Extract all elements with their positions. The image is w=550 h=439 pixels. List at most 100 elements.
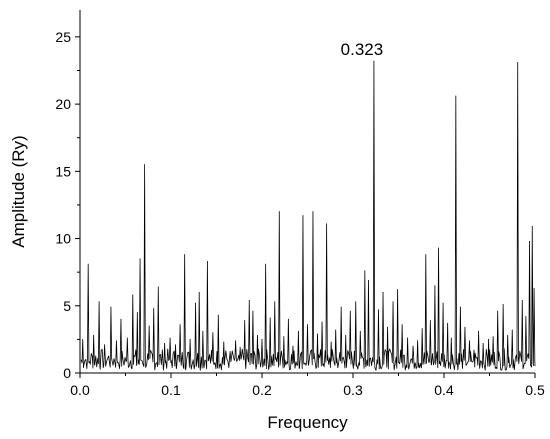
spectrum-peak-point: [340, 306, 342, 308]
spectrum-peak-point: [269, 317, 271, 319]
spectrum-peak-point: [239, 347, 241, 348]
spectrum-peak-point: [261, 338, 263, 340]
x-tick-label: 0.5: [525, 382, 545, 398]
spectrum-peak-point: [87, 263, 89, 265]
spectrum-peak-point: [175, 344, 176, 346]
spectrum-peak-point: [429, 320, 431, 321]
spectrum-peak-point: [345, 334, 347, 336]
spectrum-peak-point: [198, 291, 200, 293]
spectrum-peak-point: [321, 321, 323, 323]
spectrum-peak-point: [525, 316, 527, 317]
x-tick-label: 0.3: [343, 382, 363, 398]
spectrum-peak-point: [497, 310, 499, 312]
x-tick-label: 0.1: [161, 382, 181, 398]
spectrum-peak-point: [212, 332, 214, 334]
spectrum-peak-point: [93, 334, 95, 336]
spectrum-peak-point: [387, 326, 388, 328]
spectrum-peak-point: [189, 338, 191, 340]
x-tick-label: 0.0: [70, 382, 90, 398]
spectrum-peak-point: [157, 286, 159, 288]
spectrum-peak-point: [450, 337, 452, 339]
spectrum-peak-point: [417, 340, 419, 342]
spectrum-peak-point: [148, 325, 150, 327]
spectrum-peak-point: [139, 258, 141, 260]
spectrum-peak-point: [401, 324, 403, 325]
spectrum-peak-point: [533, 287, 535, 289]
y-tick-label: 25: [55, 29, 71, 45]
spectrum-peak-point: [207, 261, 208, 262]
y-tick-label: 15: [55, 163, 71, 179]
spectrum-peak-point: [326, 223, 328, 225]
spectrum-peak-point: [278, 211, 280, 213]
spectrum-peak-point: [442, 302, 444, 304]
spectrum-peak-point: [438, 247, 439, 249]
spectrum-peak-point: [378, 309, 379, 311]
spectrum-peak-point: [502, 304, 504, 305]
spectrum-peak-point: [274, 301, 276, 303]
spectrum-peak-point: [364, 270, 366, 272]
y-tick-label: 10: [55, 231, 71, 247]
spectrum-peak-point: [82, 338, 84, 340]
spectrum-peak-point: [229, 351, 231, 352]
spectrum-peak-point: [202, 330, 204, 332]
spectrum-peak-point: [195, 302, 196, 304]
spectrum-peak-point: [529, 240, 530, 242]
spectrum-peak-point: [407, 337, 408, 339]
spectrum-peak-point: [248, 300, 250, 301]
peak-annotation: 0.323: [341, 40, 384, 59]
spectrum-peak-point: [421, 328, 423, 330]
spectrum-peak-point: [492, 336, 494, 338]
spectrum-peak-point: [459, 306, 461, 308]
spectrum-peak-point: [104, 344, 105, 346]
spectrum-peak-point: [330, 341, 332, 343]
spectrum-peak-point: [298, 330, 299, 332]
y-tick-label: 20: [55, 96, 71, 112]
y-tick-label: 0: [63, 365, 71, 381]
tick-labels: 0.0 0.1 0.2 0.3 0.4 0.5 0 5 10 15 20 25: [55, 29, 545, 398]
y-axis-title: Amplitude (Ry): [9, 135, 28, 247]
spectrum-peak-point: [511, 329, 513, 331]
x-tick-label: 0.2: [252, 382, 272, 398]
spectrum-peak-point: [382, 291, 384, 293]
spectrum-peak-point: [244, 320, 246, 321]
spectrum-peak-point: [397, 289, 398, 291]
spectrum-peak-point: [292, 345, 294, 347]
spectrum-peak-point: [359, 330, 361, 332]
spectrum-peak-point: [412, 345, 414, 347]
spectrum-peak-point: [521, 300, 523, 301]
spectrum-peak-point: [110, 306, 112, 308]
spectrum-peak-point: [469, 340, 470, 342]
spectrum-peak-point: [531, 226, 533, 227]
spectrum-peak-point: [373, 60, 375, 62]
spectrum-peak-point: [252, 310, 254, 312]
spectrum-peak-point: [116, 340, 117, 342]
spectrum-peak-point: [179, 324, 181, 325]
spectrum-peak-point: [126, 337, 128, 339]
spectrum-peak-point: [392, 301, 394, 303]
spectrum-peak-point: [265, 263, 267, 265]
spectrum-peak-point: [312, 211, 314, 213]
spectrum-peak-point: [287, 318, 289, 320]
y-tick-label: 5: [63, 298, 71, 314]
spectrum-peak-point: [132, 294, 134, 296]
spectrum-peak-point: [488, 338, 489, 340]
spectrum-series: [80, 60, 536, 371]
spectrum-peak-point: [464, 326, 466, 328]
spectrum-peak-point: [153, 308, 155, 309]
spectrum-peak-point: [184, 254, 186, 256]
spectrum-peak-point: [482, 343, 484, 344]
spectrum-peak-point: [217, 314, 219, 316]
spectrum-peak-point: [317, 333, 318, 335]
spectrum-peak-point: [368, 279, 369, 281]
spectrum-peak-point: [455, 95, 457, 97]
spectrum-peak-point: [283, 336, 285, 338]
x-axis-title: Frequency: [267, 413, 348, 432]
spectrum-peak-point: [349, 310, 351, 312]
spectrum-peak-point: [235, 340, 237, 342]
spectrum-peak-point: [169, 337, 171, 339]
spectrum-peak-point: [447, 322, 449, 324]
spectrum-peak-point: [307, 324, 308, 325]
spectrum-peak-point: [473, 349, 475, 351]
spectrum-peak-point: [120, 318, 122, 320]
spectrum-peak-point: [355, 301, 357, 303]
